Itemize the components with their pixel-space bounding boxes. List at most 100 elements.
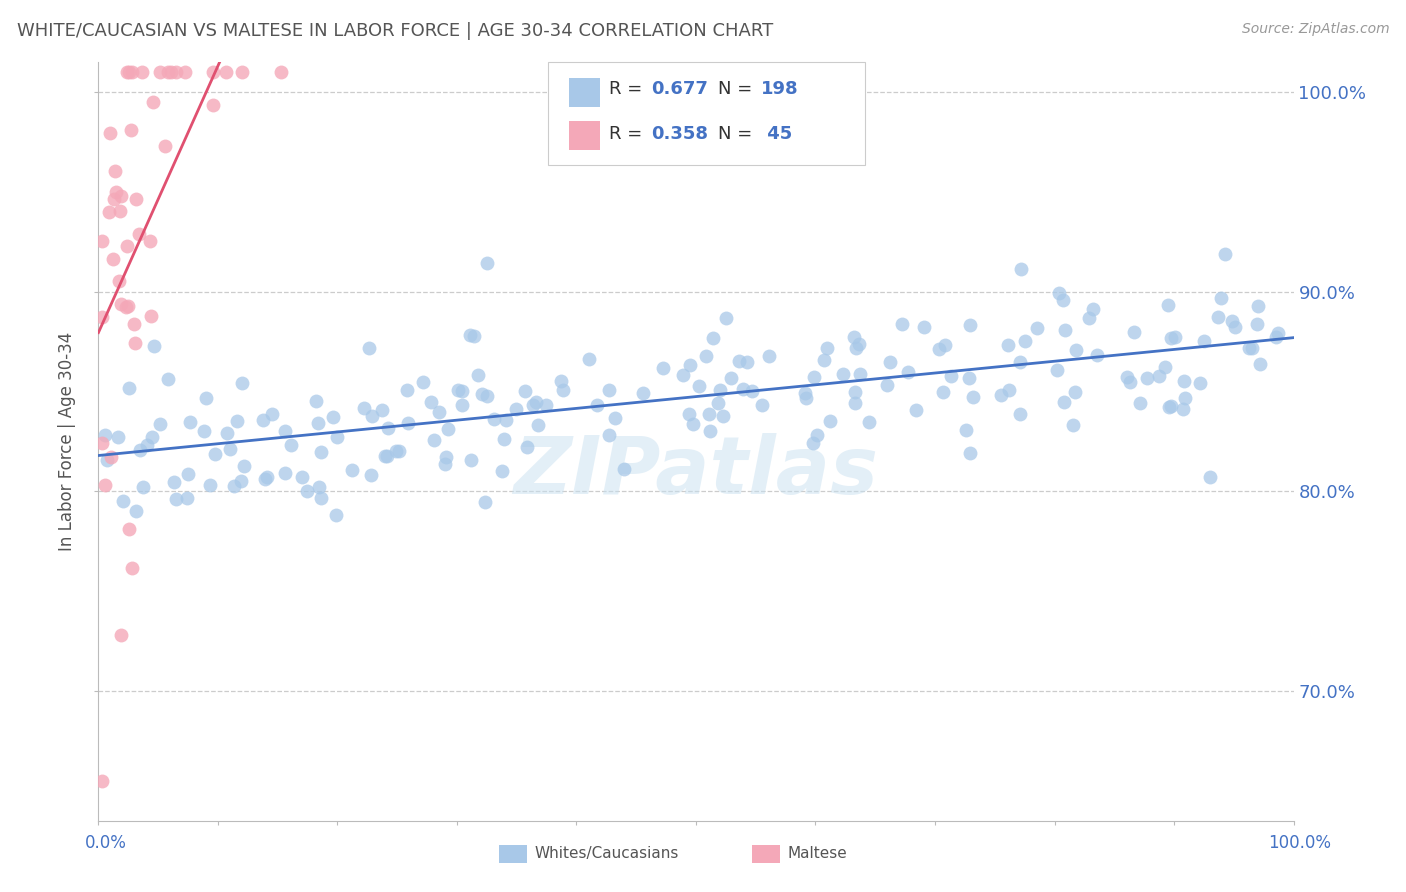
Point: [672, 368, 695, 383]
Point: [1246, 317, 1268, 331]
Point: [475, 388, 498, 402]
Point: [91, 436, 114, 450]
Point: [395, 383, 418, 397]
Point: [1222, 314, 1244, 328]
Point: [1198, 470, 1220, 484]
Point: [741, 384, 763, 398]
Point: [633, 386, 655, 401]
Point: [107, 430, 129, 444]
Point: [165, 65, 187, 79]
Point: [125, 192, 148, 206]
Point: [934, 338, 956, 352]
Point: [217, 425, 239, 440]
Point: [818, 414, 841, 428]
Point: [117, 522, 139, 536]
Point: [613, 462, 636, 476]
Point: [91, 310, 114, 324]
Point: [128, 443, 150, 458]
Point: [714, 310, 737, 325]
Point: [193, 424, 215, 438]
Text: 0.358: 0.358: [651, 125, 709, 143]
Text: 0.677: 0.677: [651, 80, 707, 98]
Point: [326, 430, 349, 444]
Point: [1211, 291, 1233, 305]
Point: [202, 65, 225, 79]
Point: [225, 414, 247, 428]
Point: [360, 467, 382, 482]
Point: [108, 274, 131, 288]
Point: [932, 384, 955, 399]
Point: [1085, 348, 1108, 362]
Point: [598, 383, 620, 397]
Point: [322, 410, 344, 425]
Point: [524, 395, 547, 409]
Point: [578, 351, 600, 366]
Point: [219, 442, 242, 456]
Point: [98, 204, 121, 219]
Point: [103, 252, 125, 267]
Point: [142, 339, 165, 353]
Point: [121, 65, 143, 79]
Point: [231, 65, 253, 79]
Point: [890, 318, 912, 332]
Point: [849, 367, 872, 381]
Point: [815, 341, 838, 355]
Point: [447, 383, 470, 397]
Point: [697, 407, 720, 421]
Point: [340, 463, 363, 477]
Point: [198, 478, 221, 492]
Point: [1206, 310, 1229, 325]
Point: [651, 360, 673, 375]
Point: [117, 65, 139, 79]
Point: [204, 447, 226, 461]
Point: [1249, 357, 1271, 371]
Point: [103, 192, 125, 206]
Point: [460, 452, 482, 467]
Point: [1171, 402, 1194, 417]
Point: [110, 628, 132, 642]
Point: [1241, 341, 1264, 355]
Point: [141, 309, 163, 323]
Point: [707, 396, 730, 410]
Point: [928, 342, 950, 356]
Point: [115, 300, 138, 314]
Point: [1052, 293, 1074, 308]
Point: [463, 328, 485, 343]
Point: [1189, 376, 1212, 391]
Point: [513, 384, 536, 398]
Point: [374, 449, 396, 463]
Point: [679, 358, 702, 372]
Point: [231, 376, 253, 390]
Point: [120, 122, 142, 136]
Point: [131, 65, 153, 79]
Point: [110, 297, 132, 311]
Point: [603, 411, 626, 425]
Point: [858, 415, 880, 429]
Point: [100, 450, 122, 465]
Point: [471, 387, 494, 401]
Point: [308, 480, 330, 494]
Point: [118, 381, 141, 395]
Point: [174, 65, 197, 79]
Point: [157, 65, 180, 79]
Point: [751, 398, 773, 412]
Point: [360, 409, 382, 423]
Point: [270, 65, 292, 79]
Point: [990, 388, 1012, 402]
Point: [274, 466, 297, 480]
Point: [176, 491, 198, 506]
Point: [474, 495, 496, 509]
Point: [121, 561, 143, 575]
Point: [427, 405, 450, 419]
Point: [1053, 394, 1076, 409]
Point: [813, 352, 835, 367]
Text: 0.0%: 0.0%: [84, 834, 127, 852]
Text: Source: ZipAtlas.com: Source: ZipAtlas.com: [1241, 22, 1389, 37]
Point: [962, 390, 984, 404]
Point: [222, 479, 245, 493]
Point: [495, 413, 517, 427]
Text: Whites/Caucasians: Whites/Caucasians: [534, 847, 679, 861]
Point: [96, 452, 118, 467]
Point: [1160, 399, 1182, 413]
Point: [1154, 359, 1177, 374]
